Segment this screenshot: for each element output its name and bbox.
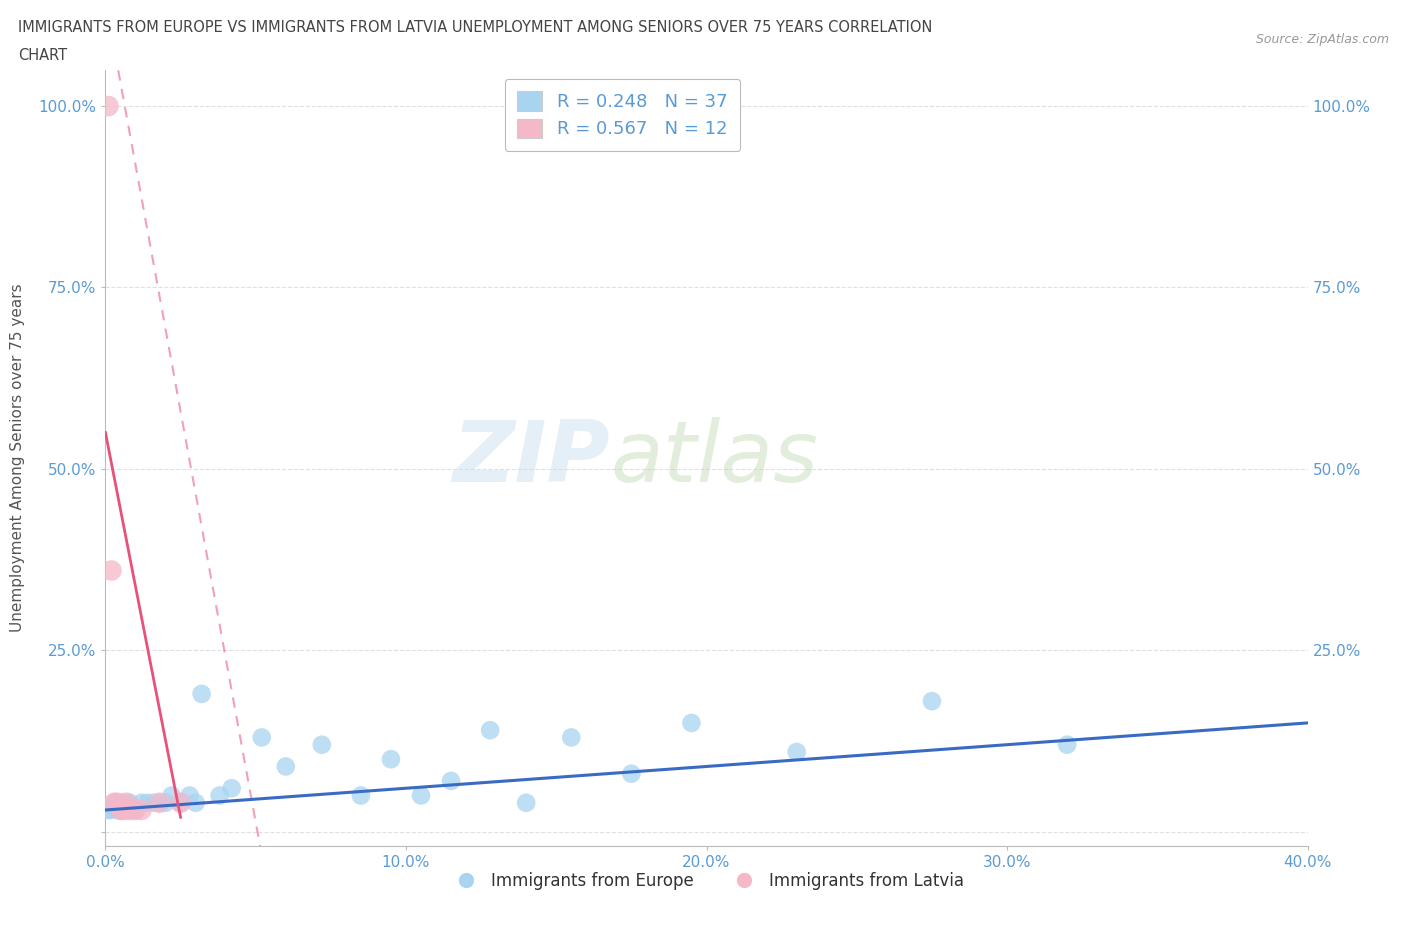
Text: Source: ZipAtlas.com: Source: ZipAtlas.com [1256,33,1389,46]
Point [409,788,432,803]
Point [350,788,373,803]
Text: IMMIGRANTS FROM EUROPE VS IMMIGRANTS FROM LATVIA UNEMPLOYMENT AMONG SENIORS OVER: IMMIGRANTS FROM EUROPE VS IMMIGRANTS FRO… [18,20,932,35]
Point [1056,737,1078,752]
Point [100,563,122,578]
Text: CHART: CHART [18,48,67,63]
Point [148,795,170,810]
Point [155,795,177,810]
Point [190,686,212,701]
Point [184,795,207,810]
Point [921,694,943,709]
Point [620,766,643,781]
Point [97,803,120,817]
Point [110,803,132,817]
Point [250,730,273,745]
Point [208,788,231,803]
Point [179,788,201,803]
Point [221,781,243,796]
Point [169,795,191,810]
Point [560,730,582,745]
Point [148,795,170,810]
Text: atlas: atlas [610,417,818,499]
Point [311,737,333,752]
Point [515,795,537,810]
Point [136,795,159,810]
Point [380,751,402,766]
Point [112,803,135,817]
Point [107,803,129,817]
Point [121,803,143,817]
Point [103,795,125,810]
Point [112,795,135,810]
Point [440,774,463,789]
Point [124,803,146,817]
Point [118,803,141,817]
Point [160,788,183,803]
Point [786,745,808,760]
Point [103,795,125,810]
Point [479,723,502,737]
Point [169,795,191,810]
Point [100,803,122,817]
Point [681,715,703,730]
Y-axis label: Unemployment Among Seniors over 75 years: Unemployment Among Seniors over 75 years [10,284,24,632]
Point [274,759,297,774]
Point [142,795,165,810]
Text: ZIP: ZIP [453,417,610,499]
Point [118,795,141,810]
Point [124,803,146,817]
Point [107,795,129,810]
Point [131,795,153,810]
Legend: Immigrants from Europe, Immigrants from Latvia: Immigrants from Europe, Immigrants from … [443,865,970,897]
Point [115,803,138,817]
Point [110,803,132,817]
Point [97,99,120,113]
Point [131,803,153,817]
Point [115,795,138,810]
